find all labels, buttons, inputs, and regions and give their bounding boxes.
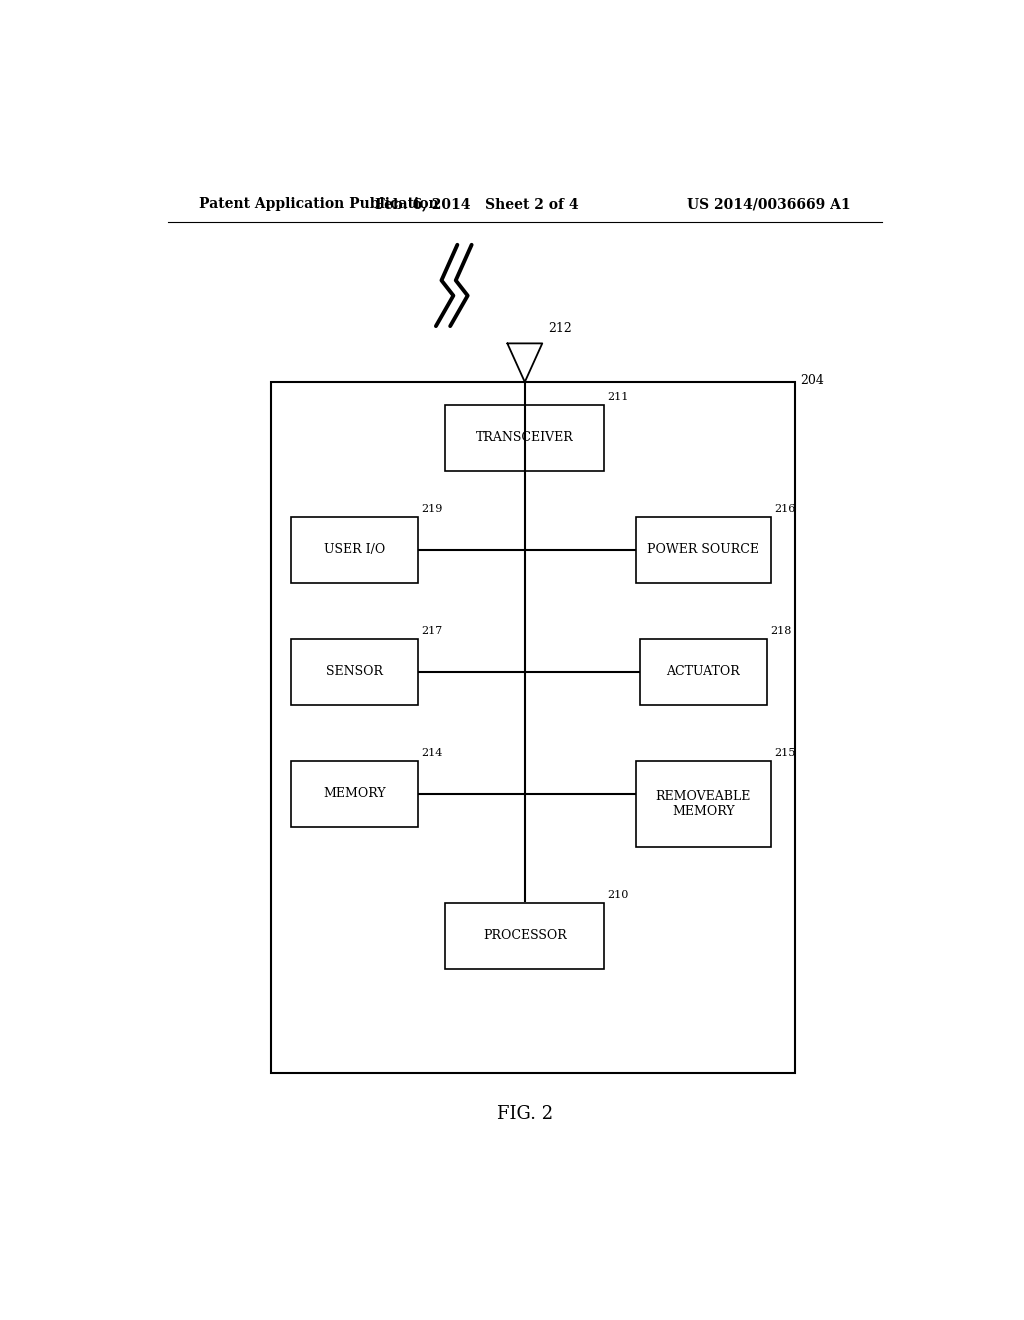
Text: US 2014/0036669 A1: US 2014/0036669 A1 — [686, 197, 850, 211]
Text: POWER SOURCE: POWER SOURCE — [647, 544, 760, 556]
Text: 218: 218 — [770, 626, 792, 636]
Text: SENSOR: SENSOR — [326, 665, 383, 678]
Text: PROCESSOR: PROCESSOR — [483, 929, 566, 942]
FancyBboxPatch shape — [291, 516, 418, 582]
Text: 219: 219 — [421, 504, 442, 513]
FancyBboxPatch shape — [291, 639, 418, 705]
Text: 217: 217 — [421, 626, 442, 636]
FancyBboxPatch shape — [270, 381, 795, 1073]
Text: 214: 214 — [421, 747, 442, 758]
Text: 210: 210 — [607, 890, 629, 900]
Text: MEMORY: MEMORY — [323, 787, 385, 800]
Text: USER I/O: USER I/O — [324, 544, 385, 556]
Text: 212: 212 — [549, 322, 572, 335]
Text: FIG. 2: FIG. 2 — [497, 1105, 553, 1123]
Text: REMOVEABLE
MEMORY: REMOVEABLE MEMORY — [655, 789, 751, 818]
Text: Feb. 6, 2014   Sheet 2 of 4: Feb. 6, 2014 Sheet 2 of 4 — [376, 197, 579, 211]
FancyBboxPatch shape — [445, 903, 604, 969]
Text: 204: 204 — [800, 374, 824, 387]
Text: 215: 215 — [774, 747, 796, 758]
FancyBboxPatch shape — [640, 639, 767, 705]
Text: 216: 216 — [774, 504, 796, 513]
Text: ACTUATOR: ACTUATOR — [667, 665, 740, 678]
Text: 211: 211 — [607, 392, 629, 401]
Text: TRANSCEIVER: TRANSCEIVER — [476, 432, 573, 445]
Text: Patent Application Publication: Patent Application Publication — [200, 197, 439, 211]
FancyBboxPatch shape — [445, 405, 604, 471]
FancyBboxPatch shape — [291, 760, 418, 826]
FancyBboxPatch shape — [636, 760, 771, 847]
FancyBboxPatch shape — [636, 516, 771, 582]
